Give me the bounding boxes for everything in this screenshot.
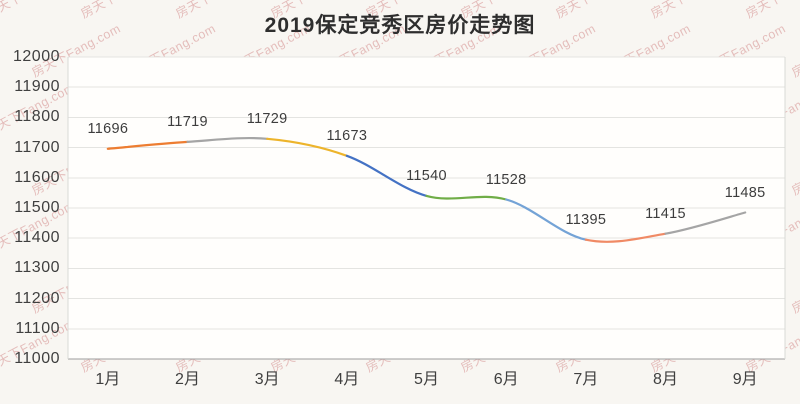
- data-point-label: 11540: [406, 167, 447, 184]
- data-point-label: 11528: [485, 171, 527, 188]
- x-axis-month-label: 5月: [414, 371, 439, 388]
- x-axis-month-label: 4月: [334, 371, 360, 388]
- line-segment: [186, 136, 269, 143]
- x-axis-month-label: 3月: [254, 371, 280, 388]
- y-axis-tick-label: 11100: [15, 319, 60, 337]
- x-axis-month-label: 7月: [573, 371, 599, 388]
- x-axis-month-label: 6月: [493, 371, 519, 388]
- y-axis-tick-label: 11700: [14, 138, 60, 156]
- line-segment: [266, 137, 348, 157]
- line-segment: [505, 198, 587, 241]
- data-point-label: 11395: [565, 211, 607, 228]
- line-segment: [106, 140, 189, 150]
- data-point-label: 11696: [87, 120, 129, 137]
- x-axis-month-label: 8月: [653, 371, 678, 388]
- y-axis-tick-label: 11500: [14, 199, 60, 216]
- data-point-label: 11485: [724, 184, 766, 201]
- y-axis-tick-label: 11900: [14, 78, 60, 96]
- chart-title: 2019保定竞秀区房价走势图: [264, 14, 536, 37]
- y-axis-tick-label: 12000: [13, 48, 60, 65]
- line-segment: [425, 194, 508, 201]
- y-axis-tick-label: 11800: [14, 108, 60, 126]
- x-axis-month-label: 9月: [732, 371, 758, 388]
- data-point-label: 11729: [246, 110, 288, 127]
- line-segment: [664, 211, 747, 235]
- y-axis-tick-label: 11000: [14, 350, 60, 367]
- line-segment: [345, 154, 428, 197]
- y-axis-tick-label: 11400: [14, 229, 60, 247]
- x-axis-month-label: 1月: [95, 371, 121, 388]
- line-segment: [584, 232, 667, 243]
- y-axis-tick-label: 11600: [14, 168, 60, 186]
- data-point-label: 11673: [326, 127, 368, 144]
- data-point-label: 11415: [645, 205, 686, 222]
- y-axis-tick-label: 11200: [14, 289, 60, 307]
- y-axis-tick-label: 11300: [14, 259, 60, 277]
- x-axis-month-label: 2月: [175, 371, 200, 388]
- data-point-label: 11719: [167, 113, 208, 130]
